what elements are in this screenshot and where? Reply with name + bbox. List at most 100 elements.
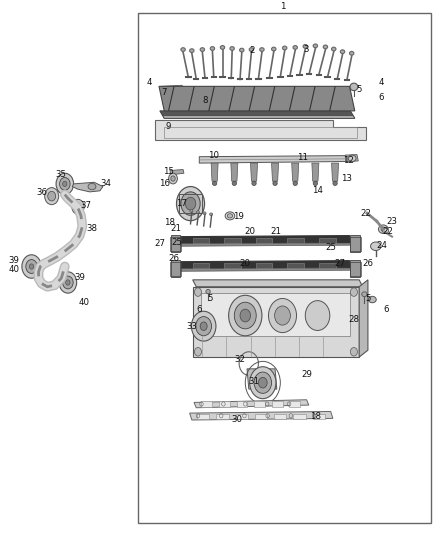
Text: 15: 15 (163, 167, 174, 176)
Polygon shape (359, 280, 368, 357)
Bar (138, 13, 431, 523)
Ellipse shape (333, 181, 337, 185)
Bar (193, 263, 209, 268)
Polygon shape (171, 260, 180, 277)
Polygon shape (292, 163, 299, 181)
Bar (272, 401, 283, 407)
Text: 29: 29 (301, 370, 312, 378)
Text: 32: 32 (234, 356, 246, 364)
Bar (224, 238, 241, 243)
Ellipse shape (210, 47, 215, 50)
Polygon shape (178, 236, 350, 244)
Ellipse shape (200, 47, 205, 51)
Ellipse shape (382, 228, 389, 233)
Text: 20: 20 (239, 259, 250, 268)
Text: 4: 4 (378, 78, 384, 87)
Text: 40: 40 (78, 298, 90, 307)
Ellipse shape (293, 181, 297, 185)
Text: 26: 26 (169, 254, 180, 263)
Text: 14: 14 (312, 187, 323, 195)
Text: 5: 5 (357, 85, 362, 94)
Text: 36: 36 (36, 189, 47, 197)
Polygon shape (350, 260, 360, 277)
Polygon shape (163, 116, 355, 118)
Text: 33: 33 (186, 322, 198, 330)
Bar (350, 237, 361, 251)
Ellipse shape (378, 225, 388, 233)
Circle shape (350, 348, 357, 356)
Ellipse shape (181, 47, 185, 51)
Text: 2: 2 (249, 46, 254, 55)
Polygon shape (350, 235, 360, 252)
Circle shape (234, 302, 256, 329)
Text: 12: 12 (343, 157, 354, 165)
Circle shape (200, 322, 207, 330)
Text: 3: 3 (304, 45, 309, 53)
Text: 8: 8 (202, 96, 208, 104)
Ellipse shape (313, 181, 318, 185)
Text: 30: 30 (231, 415, 242, 424)
Bar (216, 414, 229, 419)
Text: 9: 9 (166, 123, 171, 131)
Ellipse shape (283, 46, 287, 50)
Ellipse shape (350, 52, 354, 55)
Circle shape (250, 367, 276, 399)
Ellipse shape (273, 181, 277, 185)
Polygon shape (179, 269, 350, 271)
Bar (201, 401, 212, 407)
Circle shape (169, 173, 177, 184)
Bar (197, 414, 209, 419)
Text: 35: 35 (56, 171, 67, 179)
Ellipse shape (240, 48, 244, 52)
Circle shape (268, 298, 297, 333)
Polygon shape (160, 111, 355, 118)
Text: 38: 38 (86, 224, 98, 232)
Bar (287, 238, 304, 243)
Circle shape (63, 276, 73, 289)
Ellipse shape (332, 47, 336, 51)
Bar (350, 262, 361, 276)
Bar (319, 263, 336, 268)
Polygon shape (199, 156, 346, 163)
Circle shape (305, 301, 330, 330)
Circle shape (48, 191, 56, 201)
Polygon shape (170, 169, 184, 175)
Bar (170, 262, 181, 276)
Circle shape (194, 348, 201, 356)
Bar (224, 263, 241, 268)
Bar (293, 414, 306, 419)
Bar (256, 263, 272, 268)
Circle shape (26, 260, 37, 273)
Circle shape (194, 288, 201, 296)
Text: 6: 6 (384, 305, 389, 313)
Circle shape (229, 295, 262, 336)
Bar (164, 127, 357, 138)
Polygon shape (190, 411, 333, 420)
Text: 27: 27 (154, 239, 166, 248)
Text: 19: 19 (233, 212, 244, 221)
Bar (237, 401, 247, 407)
Text: 34: 34 (100, 179, 112, 188)
Circle shape (45, 188, 59, 205)
Circle shape (60, 177, 70, 190)
Text: 22: 22 (360, 209, 371, 217)
Ellipse shape (225, 212, 235, 220)
Bar (274, 414, 286, 419)
Text: 16: 16 (159, 179, 170, 188)
Ellipse shape (206, 289, 210, 294)
Polygon shape (312, 163, 319, 181)
Polygon shape (72, 182, 103, 192)
Circle shape (254, 372, 272, 393)
Ellipse shape (227, 214, 233, 218)
Circle shape (171, 176, 175, 181)
Circle shape (56, 173, 74, 195)
Circle shape (240, 309, 251, 322)
Polygon shape (211, 163, 218, 181)
Text: 4: 4 (146, 78, 152, 87)
Bar (256, 238, 272, 243)
Ellipse shape (260, 47, 264, 51)
Text: 18: 18 (310, 413, 321, 421)
Polygon shape (231, 163, 238, 181)
Ellipse shape (190, 49, 194, 53)
Bar (201, 293, 350, 336)
